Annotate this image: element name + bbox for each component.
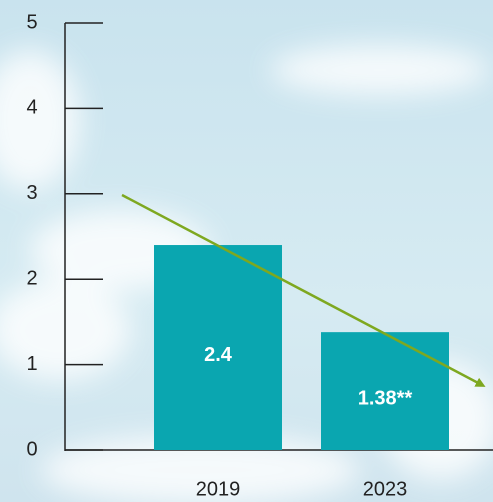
y-tick-label: 0 (26, 438, 37, 460)
x-tick-label: 2023 (363, 478, 408, 500)
y-tick-label: 2 (26, 267, 37, 289)
y-tick-label: 1 (26, 353, 37, 375)
x-tick-label: 2019 (196, 478, 241, 500)
chart: 0 1 2 3 4 5 2019 2.4 2023 1.38** (0, 0, 493, 502)
y-tick-label: 3 (26, 182, 37, 204)
value-label: 2.4 (204, 344, 233, 366)
y-tick-label: 5 (26, 11, 37, 33)
y-tick-label: 4 (26, 97, 37, 119)
value-label: 1.38** (358, 387, 413, 409)
